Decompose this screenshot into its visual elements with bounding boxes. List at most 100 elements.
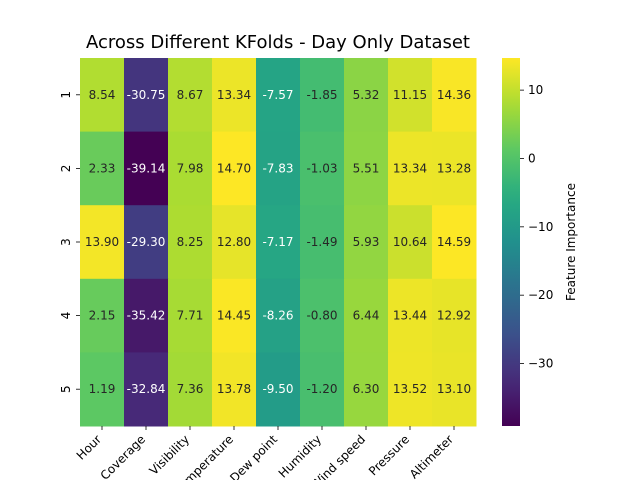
cell-value-label: -0.80 [306,309,337,323]
heatmap-cell [212,131,257,206]
cell-value-label: -7.57 [262,88,293,102]
heatmap-cell [300,352,345,427]
cell-value-label: 13.78 [217,382,251,396]
heatmap-cell [168,58,213,133]
cell-value-label: 8.54 [89,88,116,102]
cell-value-label: -30.75 [127,88,166,102]
heatmap-cell [124,278,169,353]
cell-value-label: 13.34 [393,161,427,175]
heatmap-cell [212,205,257,280]
y-tick-label: 3 [59,238,73,246]
y-tick-label: 4 [59,312,73,320]
cell-value-label: 14.45 [217,309,251,323]
cell-value-label: 8.25 [177,235,204,249]
cell-value-label: -1.49 [306,235,337,249]
y-axis-ticks: 1 2 3 4 5 [59,91,80,393]
colorbar-tick-label: −30 [528,357,553,371]
cell-value-label: 13.10 [437,382,471,396]
heatmap-cell [124,131,169,206]
x-tick-label: Visibility [147,432,192,477]
cell-value-label: 10.64 [393,235,427,249]
heatmap-cell [432,131,477,206]
cell-value-label: 7.36 [177,382,204,396]
cell-value-label: -7.17 [262,235,293,249]
heatmap-cell [124,352,169,427]
cell-value-label: -35.42 [127,309,166,323]
cell-value-label: -29.30 [127,235,166,249]
y-tick-label: 2 [59,165,73,173]
colorbar-label: Feature Importance [564,183,578,301]
cell-value-label: 2.15 [89,309,116,323]
cell-value-label: 12.80 [217,235,251,249]
heatmap-cell [168,131,213,206]
heatmap-cell [212,278,257,353]
cell-value-label: 13.90 [85,235,119,249]
heatmap-cell [300,58,345,133]
heatmap-cell [388,278,433,353]
heatmap-cell [168,278,213,353]
y-tick-label: 5 [59,385,73,393]
cell-value-label: 11.15 [393,88,427,102]
cell-value-label: -39.14 [127,161,166,175]
heatmap-cell [388,131,433,206]
heatmap-cell [432,205,477,280]
cell-value-label: 6.44 [353,309,380,323]
cell-value-label: 13.34 [217,88,251,102]
x-tick-label: Hour [74,432,104,462]
heatmap-cell [124,205,169,280]
colorbar: 10 0 −10 −20 −30 Feature Importance [502,58,578,426]
heatmap-cell [212,58,257,133]
cell-value-label: 7.98 [177,161,204,175]
cell-value-label: 6.30 [353,382,380,396]
cell-value-label: 13.52 [393,382,427,396]
heatmap-cell [168,205,213,280]
cell-value-label: 5.32 [353,88,380,102]
heatmap-cell [344,278,389,353]
heatmap-cell [432,58,477,133]
x-tick-label: Pressure [366,432,412,478]
colorbar-tick-label: −10 [528,220,553,234]
heatmap-cell [256,58,301,133]
cell-value-label: -1.85 [306,88,337,102]
colorbar-gradient [502,58,520,426]
heatmap-cell [80,131,125,206]
cell-value-label: -7.83 [262,161,293,175]
heatmap-cell [256,205,301,280]
cell-value-label: -8.26 [262,309,293,323]
cell-value-label: 14.70 [217,161,251,175]
heatmap-cell [256,278,301,353]
heatmap-cell [80,278,125,353]
cell-value-label: -1.03 [306,161,337,175]
heatmap-cell [432,278,477,353]
heatmap-cell [344,205,389,280]
cell-value-label: 5.93 [353,235,380,249]
cell-value-label: -9.50 [262,382,293,396]
colorbar-tick-label: −20 [528,288,553,302]
heatmap-cell [212,352,257,427]
heatmap-cell [432,352,477,427]
heatmap-cell [300,278,345,353]
cell-value-label: -32.84 [127,382,166,396]
colorbar-tick-label: 10 [528,83,543,97]
chart-title: Across Different KFolds - Day Only Datas… [86,32,470,53]
cell-value-label: 13.28 [437,161,471,175]
heatmap-cell [80,352,125,427]
cell-value-label: 14.36 [437,88,471,102]
cell-value-label: 14.59 [437,235,471,249]
heatmap-cell [80,58,125,133]
heatmap-cell [388,205,433,280]
cell-value-label: 2.33 [89,161,116,175]
x-tick-label: Coverage [98,432,149,480]
heatmap-cell [80,205,125,280]
heatmap-cell [256,352,301,427]
heatmap-cell [344,131,389,206]
heatmap-cell [124,58,169,133]
heatmap-cells: 8.54 -30.75 8.67 13.34 -7.57 -1.85 5.32 11.15 14… [80,58,477,427]
heatmap-cell [300,205,345,280]
cell-value-label: -1.20 [306,382,337,396]
cell-value-label: 13.44 [393,309,427,323]
heatmap-cell [256,131,301,206]
heatmap-cell [344,58,389,133]
